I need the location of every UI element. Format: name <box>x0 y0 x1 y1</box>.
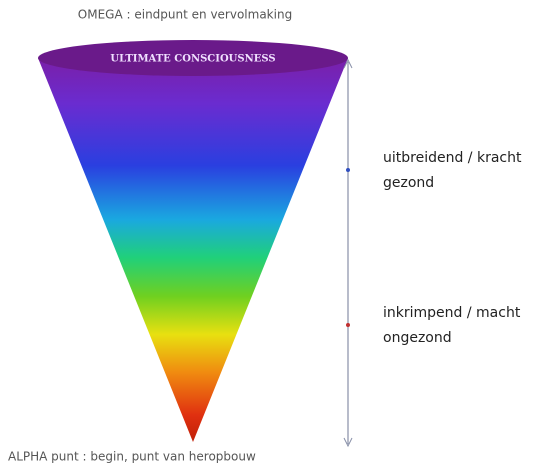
marker <box>346 323 350 327</box>
bottom-label: ALPHA punt : begin, punt van heropbouw <box>8 450 256 464</box>
annotation-line: inkrimpend / macht <box>383 305 521 321</box>
diagram: OMEGA : eindpunt en vervolmaking ULTIMAT… <box>0 0 560 469</box>
top-label: OMEGA : eindpunt en vervolmaking <box>78 8 292 22</box>
marker <box>346 168 350 172</box>
annotation-line: gezond <box>383 175 434 191</box>
cone <box>38 58 348 442</box>
annotation-line: ongezond <box>383 330 452 346</box>
cone-label: ULTIMATE CONSCIOUSNESS <box>110 54 275 65</box>
annotation-line: uitbreidend / kracht <box>383 150 522 166</box>
